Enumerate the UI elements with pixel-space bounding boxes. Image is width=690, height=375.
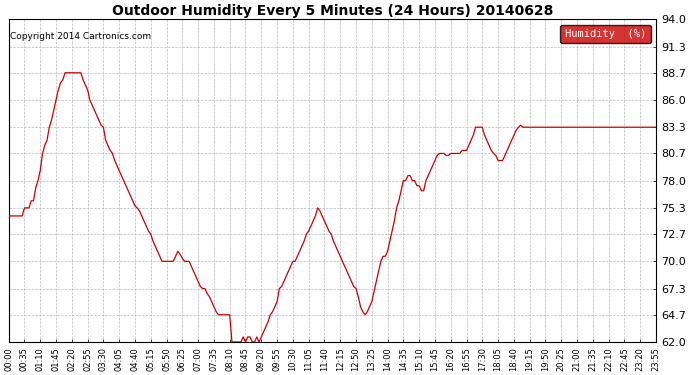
Text: Copyright 2014 Cartronics.com: Copyright 2014 Cartronics.com	[10, 32, 151, 41]
Legend: Humidity  (%): Humidity (%)	[560, 24, 651, 43]
Title: Outdoor Humidity Every 5 Minutes (24 Hours) 20140628: Outdoor Humidity Every 5 Minutes (24 Hou…	[112, 4, 553, 18]
